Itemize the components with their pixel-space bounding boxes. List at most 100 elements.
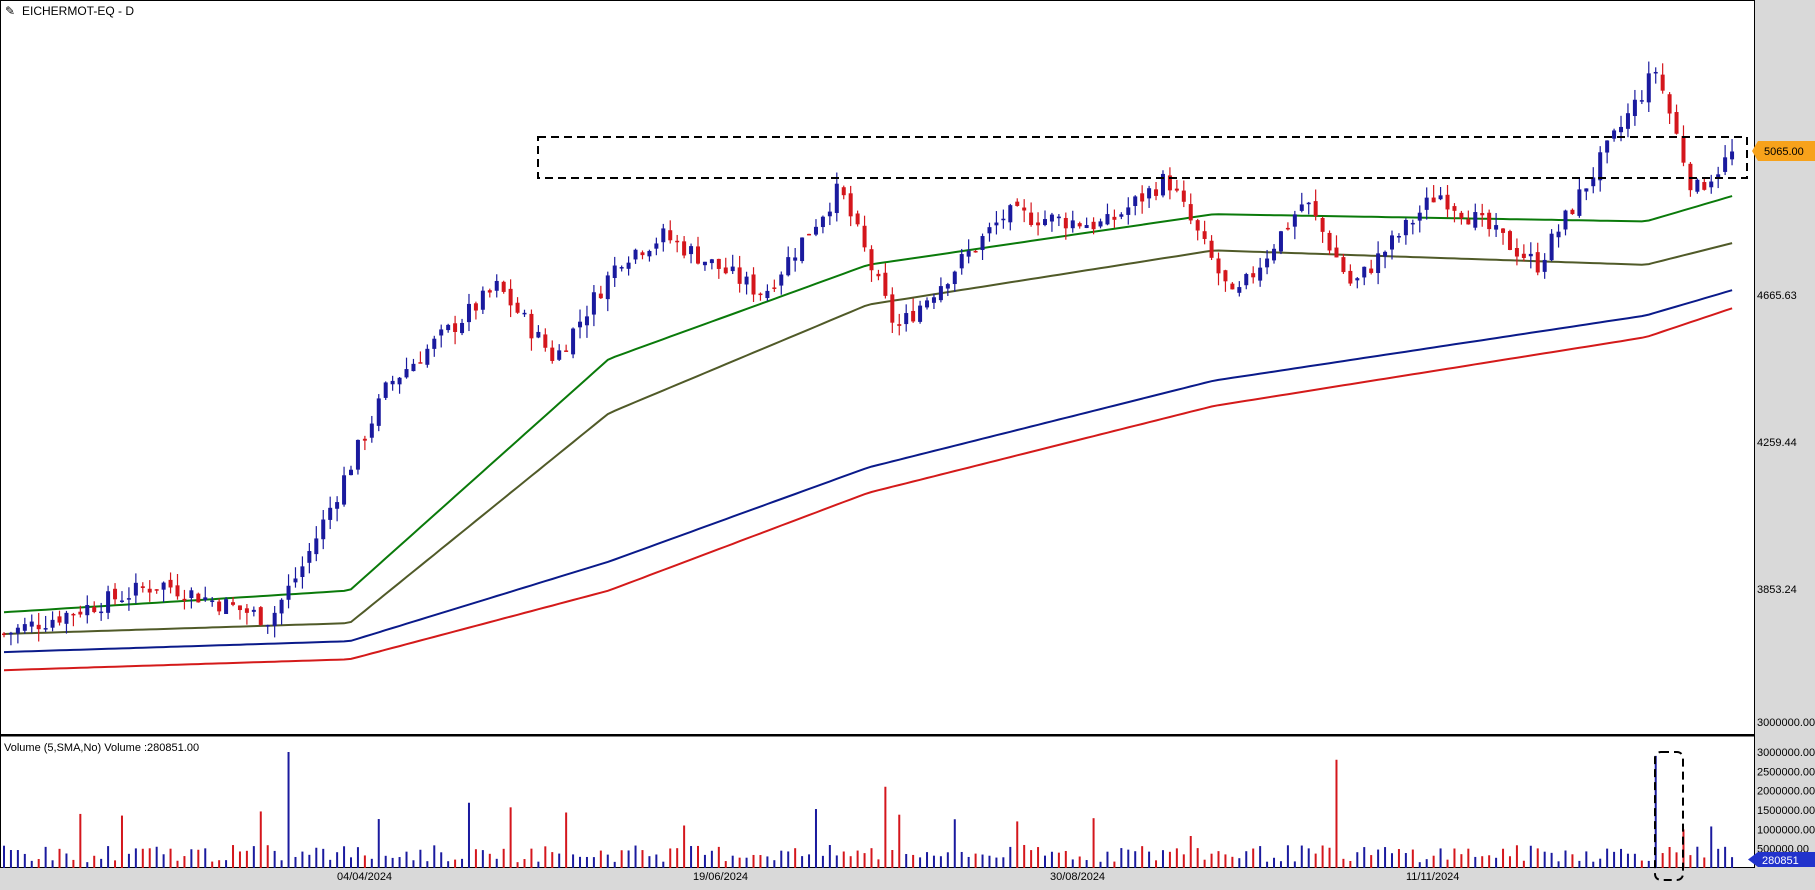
candle-body [1660,74,1665,91]
candle-body [182,598,187,601]
time-axis-background [0,868,1815,890]
resistance-zone-box [537,136,1748,179]
candle-body [1299,204,1304,211]
candle-body [314,538,319,555]
candle-body [1327,232,1332,251]
candle-body [1619,126,1624,133]
candle-body [1681,136,1686,163]
candle-body [918,305,923,322]
candle-body [57,616,62,623]
candle-body [244,608,249,613]
candle-body [1542,259,1547,272]
candle-body [453,323,458,332]
candle-body [1251,273,1256,278]
candle-body [147,588,152,593]
candle-body [1598,152,1603,181]
candle-body [1022,207,1027,211]
candle-body [1639,100,1644,102]
candle-body [1688,163,1693,191]
candle-body [1154,189,1159,196]
candle-body [1334,247,1339,258]
candle-body [1063,217,1068,229]
candle-body [1716,174,1721,179]
candle-body [557,350,562,360]
candle-body [231,602,236,605]
date-label-2: 19/06/2024 [693,871,748,883]
candle-body [807,233,812,236]
moving-average-lines [3,195,1733,672]
candle-body [1563,210,1568,230]
candle-body [29,621,34,627]
candle-body [1112,216,1117,220]
candle-body [987,227,992,234]
pencil-icon: ✎ [5,4,15,18]
candle-body [1459,212,1464,219]
candle-body [1452,206,1457,211]
candle-body [1487,212,1492,230]
volume-panel-frame [0,735,1755,868]
candle-body [1535,252,1540,273]
candle-body [501,281,506,292]
candle-body [571,328,576,355]
candle-body [668,230,673,241]
candle-body [1341,257,1346,273]
candle-body [376,398,381,426]
candle-body [1507,231,1512,250]
candle-body [1612,130,1617,139]
candle-body [133,582,138,596]
candle-body [300,566,305,578]
candle-body [321,519,326,540]
candle-body [834,183,839,214]
candle-body [550,347,555,361]
candle-body [612,265,617,279]
candle-body [1702,182,1707,190]
date-label-3: 30/08/2024 [1050,871,1105,883]
symbol-title: EICHERMOT-EQ - D [22,4,134,18]
volume-axis-label: 1500000.00 [1757,805,1815,817]
candle-body [224,599,229,615]
candle-body [1133,196,1138,207]
candle-body [723,267,728,274]
volume-axis-label: 2500000.00 [1757,766,1815,778]
candle-body [515,302,520,313]
candlesticks [2,61,1735,646]
volume-highlight-box [1654,751,1684,881]
candle-body [1230,283,1235,290]
candle-body [251,609,256,612]
candle-body [536,331,541,338]
candle-body [952,271,957,285]
candle-body [696,246,700,264]
candle-body [1549,233,1554,261]
candle-body [1223,270,1228,282]
candle-body [196,593,201,603]
candle-body [64,612,69,624]
candle-body [1403,219,1408,236]
candle-body [1126,207,1131,215]
candle-body [494,280,499,291]
candle-body [682,241,687,256]
candle-body [293,578,298,583]
candle-body [1202,231,1207,239]
candle-body [605,275,610,300]
candle-body [1480,213,1485,216]
candle-body [1396,235,1401,238]
candle-body [709,259,714,264]
candle-body [1077,223,1082,227]
candle-body [619,267,624,269]
candle-body [1216,258,1221,274]
candle-body [820,216,825,228]
candle-body [1653,71,1658,74]
candle-body [1188,204,1193,221]
candle-body [793,257,798,261]
candle-body [328,507,333,520]
candle-body [1147,188,1152,199]
candle-body [1272,248,1277,261]
candle-body [508,288,513,306]
candle-body [966,250,971,257]
candle-body [1140,193,1145,202]
candle-body [1167,175,1172,191]
candle-body [1181,190,1186,202]
candle-body [890,294,895,323]
candle-body [1376,253,1381,274]
